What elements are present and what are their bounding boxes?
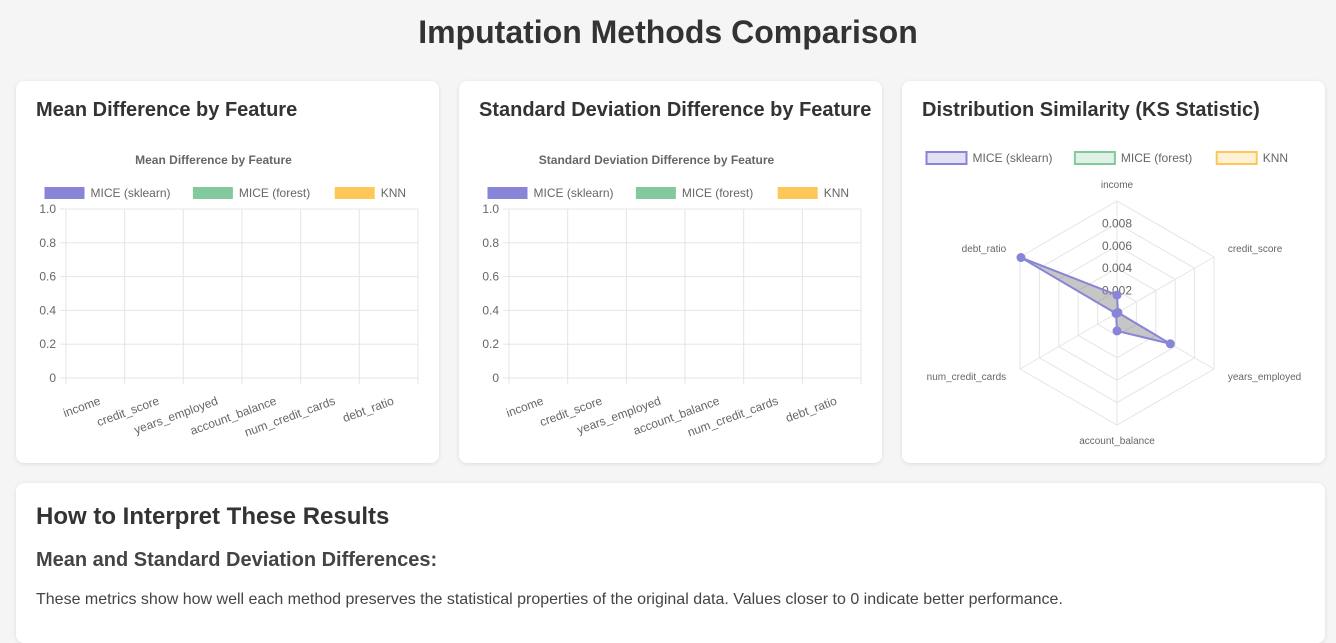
- radar-series-area: [1020, 256, 1171, 345]
- y-tick-label: 0.6: [482, 270, 499, 284]
- legend-swatch: [635, 187, 676, 199]
- legend-label: MICE (sklearn): [91, 186, 171, 200]
- legend-swatch: [487, 187, 528, 199]
- radar-spoke: [1019, 312, 1118, 370]
- ks-statistic-card-title: Distribution Similarity (KS Statistic): [922, 99, 1260, 121]
- y-tick-label: 0.8: [39, 236, 56, 250]
- legend-swatch: [1073, 151, 1116, 165]
- legend-label: KNN: [381, 186, 406, 200]
- legend-item: KNN: [1215, 151, 1288, 165]
- y-tick-label: 0: [49, 371, 56, 385]
- legend-label: MICE (forest): [239, 186, 310, 200]
- legend-item: MICE (sklearn): [925, 151, 1053, 165]
- mean-difference-card: Mean Difference by Feature Mean Differen…: [16, 81, 439, 463]
- std-difference-chart: Standard Deviation Difference by Feature…: [482, 153, 862, 439]
- radar-axis-label: years_employed: [1228, 372, 1301, 383]
- radar-axis-label: account_balance: [1079, 436, 1155, 447]
- legend-item: MICE (forest): [1073, 151, 1192, 165]
- ks-radar-chart: MICE (sklearn)MICE (forest)KNN0.0020.004…: [925, 151, 1301, 447]
- y-tick-label: 0.2: [482, 337, 499, 351]
- radar-axis-label: debt_ratio: [962, 244, 1007, 255]
- y-tick-label: 0.4: [39, 303, 56, 317]
- radar-point: [1016, 253, 1026, 263]
- radar-tick-label: 0.004: [1102, 261, 1132, 275]
- legend-label: MICE (forest): [682, 186, 753, 200]
- radar-point: [1112, 326, 1122, 336]
- ks-statistic-card: Distribution Similarity (KS Statistic) M…: [902, 81, 1325, 463]
- interpretation-text: These metrics show how well each method …: [36, 591, 1063, 608]
- legend-item: MICE (forest): [192, 186, 310, 200]
- radar-axis-label: num_credit_cards: [927, 372, 1006, 383]
- y-tick-label: 0.8: [482, 236, 499, 250]
- std-difference-card: Standard Deviation Difference by Feature…: [459, 81, 882, 463]
- legend-swatch: [44, 187, 85, 199]
- legend-item: KNN: [334, 186, 406, 200]
- radar-point: [1165, 339, 1175, 349]
- y-tick-label: 0.6: [39, 270, 56, 284]
- legend-item: MICE (sklearn): [487, 186, 614, 200]
- legend-swatch: [925, 151, 968, 165]
- radar-axis-label: credit_score: [1228, 244, 1283, 255]
- y-tick-label: 1.0: [39, 202, 56, 216]
- legend-swatch: [192, 187, 233, 199]
- radar-point: [1111, 309, 1121, 319]
- legend-label: MICE (sklearn): [973, 151, 1053, 165]
- interpretation-title: How to Interpret These Results: [36, 503, 390, 530]
- interpretation-card: How to Interpret These Results Mean and …: [16, 483, 1325, 643]
- y-tick-label: 0.4: [482, 303, 499, 317]
- radar-tick-label: 0.006: [1102, 239, 1132, 253]
- legend-swatch: [1215, 151, 1258, 165]
- legend-label: MICE (sklearn): [534, 186, 614, 200]
- legend-swatch: [334, 187, 375, 199]
- legend-label: KNN: [824, 186, 849, 200]
- radar-point: [1112, 290, 1122, 300]
- page-title: Imputation Methods Comparison: [418, 14, 918, 50]
- mean-difference-card-title: Mean Difference by Feature: [36, 99, 298, 121]
- chart-title: Standard Deviation Difference by Feature: [539, 153, 775, 167]
- radar-tick-label: 0.008: [1102, 216, 1132, 230]
- radar-spoke: [1116, 256, 1215, 314]
- legend-item: KNN: [777, 186, 849, 200]
- x-tick-label: debt_ratio: [784, 394, 839, 426]
- y-tick-label: 0.2: [39, 337, 56, 351]
- legend-item: MICE (sklearn): [44, 186, 171, 200]
- legend-label: MICE (forest): [1121, 151, 1192, 165]
- mean-difference-chart: Mean Difference by Feature MICE (sklearn)…: [39, 153, 419, 439]
- interpretation-subtitle: Mean and Standard Deviation Differences:: [36, 549, 438, 571]
- legend-label: KNN: [1263, 151, 1288, 165]
- y-tick-label: 0: [492, 371, 499, 385]
- legend-swatch: [777, 187, 818, 199]
- y-tick-label: 1.0: [482, 202, 499, 216]
- legend-item: MICE (forest): [635, 186, 753, 200]
- radar-axis-label: income: [1101, 180, 1134, 191]
- std-difference-card-title: Standard Deviation Difference by Feature: [479, 99, 872, 121]
- chart-title: Mean Difference by Feature: [135, 153, 292, 167]
- x-tick-label: debt_ratio: [341, 394, 396, 426]
